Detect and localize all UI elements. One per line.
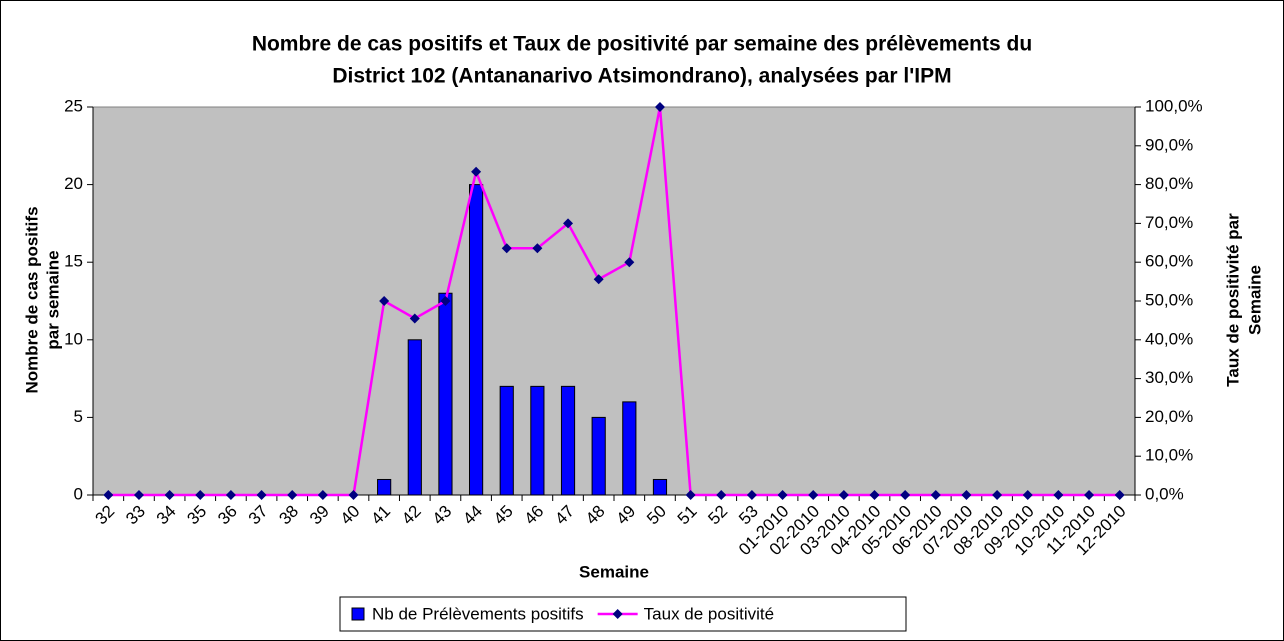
marker [930,490,941,500]
marker [961,490,972,500]
y-tick-label: 20 [64,174,83,193]
y2-tick-label: 0,0% [1145,484,1184,503]
y2-tick-label: 90,0% [1145,135,1193,154]
marker [287,490,298,500]
chart-title: District 102 (Antananarivo Atsimondrano)… [332,65,951,88]
marker [532,243,543,254]
y2-tick-label: 50,0% [1145,290,1193,309]
marker [808,490,819,500]
bar [499,385,514,496]
marker [746,490,757,500]
y-tick-label: 5 [74,407,83,426]
y2-tick-label: 80,0% [1145,174,1193,193]
y-axis-label: par semaine [43,250,62,349]
marker [838,490,849,500]
bar [591,416,606,496]
marker [1114,490,1125,500]
legend-swatch [612,609,623,619]
bar [468,184,484,496]
bar [377,478,392,496]
chart-title: Nombre de cas positifs et Taux de positi… [252,33,1032,56]
y2-tick-label: 20,0% [1145,407,1193,426]
y2-tick-label: 70,0% [1145,213,1193,232]
legend-label: Nb de Prélèvements positifs [372,604,584,623]
marker [501,243,512,254]
marker [317,490,328,500]
y2-axis-label: Taux de positivité par [1223,213,1242,387]
y-tick-label: 15 [64,252,83,271]
marker [195,490,206,500]
plot-area [92,106,1136,496]
marker [716,490,727,500]
y2-tick-label: 30,0% [1145,368,1193,387]
marker [1022,490,1033,500]
marker [471,166,482,177]
marker [900,490,911,500]
marker [624,257,635,268]
y-tick-label: 0 [74,484,83,503]
marker [103,490,114,500]
marker [379,296,390,306]
marker [409,313,420,324]
y2-tick-label: 10,0% [1145,446,1193,465]
marker [869,490,880,500]
line [108,106,1120,497]
y2-tick-label: 60,0% [1145,252,1193,271]
marker [440,296,451,306]
y2-axis-label: Semaine [1245,265,1264,335]
marker [225,490,236,500]
marker [348,490,359,500]
marker [777,490,788,500]
x-axis-label: Semaine [579,562,649,581]
y2-tick-label: 40,0% [1145,329,1193,348]
marker [256,490,267,500]
bar [560,385,576,496]
y-tick-label: 25 [64,96,83,115]
y2-tick-label: 100,0% [1145,96,1203,115]
legend-swatch [351,607,365,621]
bar [622,401,637,496]
marker [1053,490,1064,500]
bar [438,292,453,496]
bar [407,339,422,496]
marker [164,490,175,500]
marker [563,218,574,229]
marker [593,274,604,285]
marker [992,490,1003,500]
bar [530,385,545,496]
y-axis-label: Nombre de cas positifs [22,206,41,393]
bar [652,478,668,496]
y-tick-label: 10 [64,329,83,348]
legend-label: Taux de positivité [644,604,774,623]
marker [1084,490,1095,500]
marker [133,490,144,500]
marker [685,490,696,500]
marker [654,102,665,112]
